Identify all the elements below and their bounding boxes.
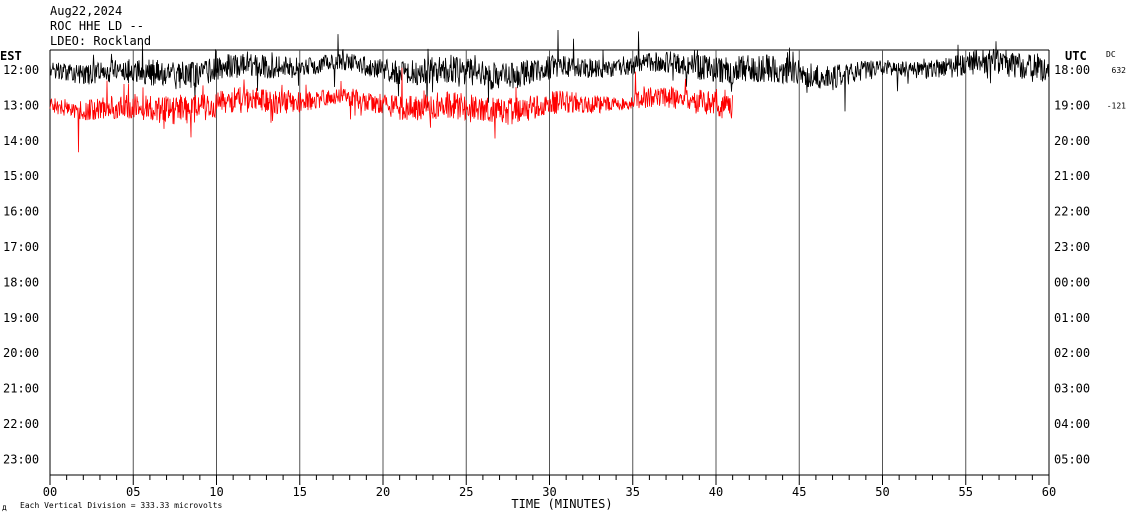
x-tick-label: 25: [459, 485, 473, 499]
x-tick-label: 10: [209, 485, 223, 499]
chart-axis: 00 05 10 15 20 25 30 35 40 45 50 55 60: [43, 474, 1056, 499]
header-station: ROC HHE LD --: [50, 19, 144, 33]
right-hour-label: 04:00: [1054, 417, 1090, 431]
x-tick-label: 40: [709, 485, 723, 499]
seismic-trace-row-0: [49, 29, 1050, 112]
right-hour-label: 02:00: [1054, 346, 1090, 360]
left-hour-label: 15:00: [3, 169, 39, 183]
left-hour-label: 22:00: [3, 417, 39, 431]
x-tick-label: 05: [126, 485, 140, 499]
dc-offset-values: 632 -121: [1107, 66, 1126, 110]
x-axis-title: TIME (MINUTES): [511, 497, 612, 511]
x-tick-label: 15: [293, 485, 307, 499]
right-hour-label: 23:00: [1054, 240, 1090, 254]
dc-offset-value: 632: [1112, 66, 1127, 75]
right-hour-label: 01:00: [1054, 311, 1090, 325]
right-hour-label: 20:00: [1054, 134, 1090, 148]
right-hour-label: 19:00: [1054, 98, 1090, 112]
right-hour-label: 03:00: [1054, 382, 1090, 396]
left-hour-label: 17:00: [3, 240, 39, 254]
dc-offset-value: -121: [1107, 101, 1126, 110]
x-tick-label: 55: [959, 485, 973, 499]
header-network: LDEO: Rockland: [50, 34, 151, 48]
left-hour-label: 12:00: [3, 63, 39, 77]
right-hour-label: 21:00: [1054, 169, 1090, 183]
dc-label: DC: [1106, 50, 1116, 59]
left-hour-label: 21:00: [3, 382, 39, 396]
left-hour-label: 23:00: [3, 452, 39, 466]
chart-grid: [49, 49, 1050, 475]
x-tick-label: 60: [1042, 485, 1056, 499]
x-tick-label: 00: [43, 485, 57, 499]
left-hour-labels: 12:00 13:00 14:00 15:00 16:00 17:00 18:00 19:00…: [3, 63, 39, 466]
right-hour-label: 18:00: [1054, 63, 1090, 77]
right-hour-labels: 18:00 19:00 20:00 21:00 22:00 23:00 00:00 01:00…: [1054, 63, 1090, 466]
footer-mark: д: [2, 503, 7, 512]
header-date: Aug22,2024: [50, 4, 122, 18]
right-hour-label: 05:00: [1054, 452, 1090, 466]
left-hour-label: 16:00: [3, 205, 39, 219]
x-tick-label: 30: [542, 485, 556, 499]
x-tick-label: 20: [376, 485, 390, 499]
scale-note: Each Vertical Division = 333.33 microvol…: [20, 501, 222, 510]
right-hour-label: 00:00: [1054, 275, 1090, 289]
right-timezone-label: UTC: [1065, 49, 1087, 63]
seismic-trace-row-1: [49, 67, 733, 153]
x-tick-label: 35: [626, 485, 640, 499]
seismic-traces: [49, 29, 1050, 153]
x-tick-label: 45: [792, 485, 806, 499]
left-hour-label: 20:00: [3, 346, 39, 360]
x-tick-label: 50: [875, 485, 889, 499]
left-hour-label: 13:00: [3, 98, 39, 112]
left-hour-label: 19:00: [3, 311, 39, 325]
right-hour-label: 22:00: [1054, 205, 1090, 219]
left-hour-label: 14:00: [3, 134, 39, 148]
left-timezone-label: EST: [0, 49, 22, 63]
left-hour-label: 18:00: [3, 275, 39, 289]
